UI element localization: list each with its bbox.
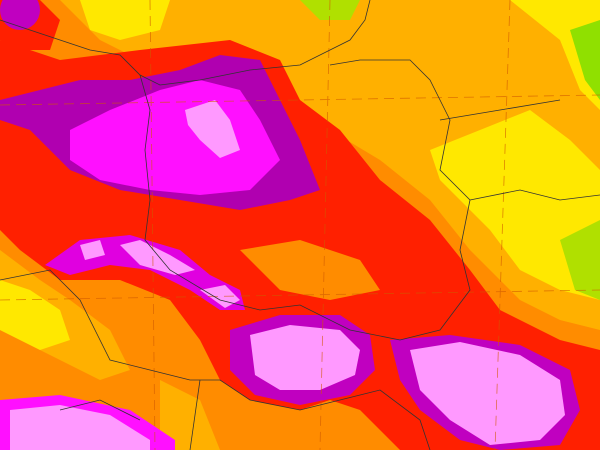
field-pink — [185, 100, 240, 158]
coastline — [0, 0, 371, 86]
border — [0, 99, 600, 450]
field-magenta-dark — [0, 0, 40, 30]
field-magenta — [70, 80, 280, 195]
field-orange — [240, 240, 380, 300]
field-pink — [410, 342, 565, 445]
field-yellow — [80, 0, 170, 40]
field-yellow — [0, 280, 70, 350]
border — [139, 59, 471, 341]
field-green — [560, 220, 600, 300]
field-green — [570, 20, 600, 100]
field-pink — [250, 325, 360, 390]
field-pink — [10, 405, 150, 450]
field-yellow — [430, 110, 600, 300]
field-gold — [60, 0, 600, 330]
field-gold — [160, 380, 220, 450]
field-gold — [0, 250, 130, 380]
